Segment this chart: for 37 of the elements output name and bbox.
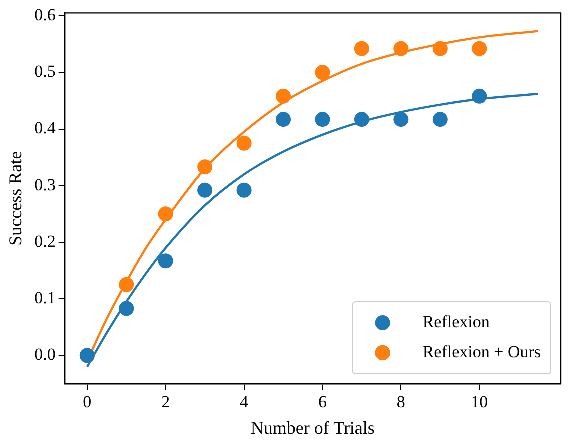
point bbox=[158, 206, 174, 222]
point bbox=[472, 41, 488, 56]
point bbox=[432, 112, 448, 128]
x-tick-label: 8 bbox=[396, 392, 406, 412]
point bbox=[276, 112, 292, 128]
point bbox=[119, 277, 134, 292]
point bbox=[198, 160, 213, 175]
point bbox=[315, 112, 330, 128]
x-tick-label: 4 bbox=[240, 392, 250, 412]
point bbox=[119, 301, 134, 316]
y-tick-label: 0.1 bbox=[34, 288, 56, 308]
point bbox=[315, 65, 330, 80]
point bbox=[236, 182, 252, 198]
y-tick-label: 0.3 bbox=[34, 175, 56, 194]
y-tick-label: 0.6 bbox=[34, 6, 56, 24]
point bbox=[158, 254, 174, 269]
y-tick-label: 0.2 bbox=[34, 232, 56, 251]
point bbox=[472, 88, 488, 104]
point bbox=[198, 182, 213, 198]
x-tick-label: 0 bbox=[83, 392, 92, 412]
point bbox=[236, 136, 252, 151]
legend-label: Reflexion + Ours bbox=[422, 342, 542, 362]
x-tick-label: 10 bbox=[471, 392, 488, 412]
point bbox=[394, 112, 409, 128]
x-tick-label: 2 bbox=[162, 392, 170, 412]
point bbox=[394, 41, 409, 56]
y-tick-label: 0.0 bbox=[34, 345, 56, 364]
point bbox=[432, 41, 448, 56]
x-tick-label: 6 bbox=[318, 392, 327, 412]
y-tick-label: 0.5 bbox=[34, 62, 56, 82]
y-axis-title: Success Rate bbox=[6, 151, 26, 246]
point bbox=[276, 88, 292, 104]
legend-label: Reflexion bbox=[422, 312, 490, 332]
y-tick-label: 0.4 bbox=[34, 118, 56, 138]
x-axis-title: Number of Trials bbox=[250, 418, 375, 438]
point bbox=[354, 112, 370, 128]
point bbox=[354, 41, 370, 56]
